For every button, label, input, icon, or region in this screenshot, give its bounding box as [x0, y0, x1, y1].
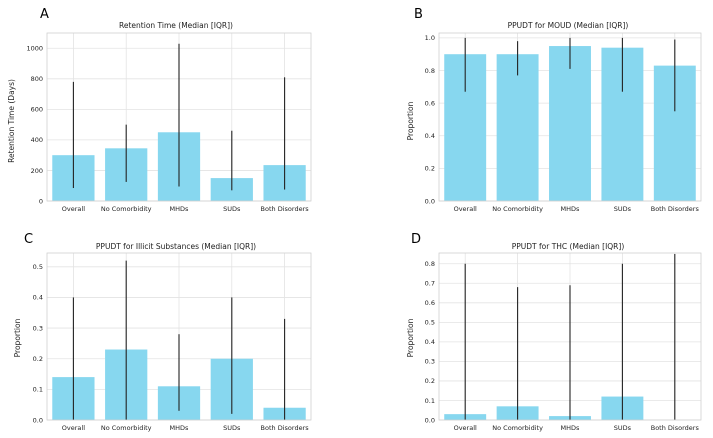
y-tick-label: 0.3: [33, 324, 43, 332]
panel-letter: B: [414, 7, 423, 22]
y-tick-label: 0.2: [425, 165, 435, 173]
y-tick-label: 0.3: [425, 358, 435, 366]
plot-frame: [438, 32, 702, 202]
y-tick-label: 0.7: [425, 280, 435, 288]
x-tick-label: No Comorbidity: [492, 205, 543, 213]
y-tick-label: 0.4: [425, 132, 435, 140]
x-tick-label: SUDs: [614, 205, 632, 213]
panel-letter: A: [40, 7, 49, 22]
chart-title: Retention Time (Median [IQR]): [119, 21, 233, 30]
y-axis-label: Proportion: [406, 318, 415, 357]
x-tick-label: Both Disorders: [261, 205, 310, 213]
x-tick-label: MHDs: [170, 424, 190, 432]
y-tick-label: 400: [31, 136, 43, 144]
plot-frame: [438, 252, 702, 421]
plot-area: 0.0 0.1 0.2 0.3 0.4 0.5 0.6 0.7 0.8 Overall No Com…: [425, 252, 702, 432]
bar: [549, 46, 591, 202]
panel-d: D PPUDT for THC (Median [IQR]) Proportio…: [406, 232, 702, 432]
plot-area: 0 200 400 600 800 1000 Overall No Comorbidity MH…: [26, 32, 312, 213]
y-tick-label: 0.5: [425, 319, 435, 327]
chart-title: PPUDT for THC (Median [IQR]): [512, 242, 625, 251]
panel-a: A Retention Time (Median [IQR]) Retentio…: [7, 7, 312, 213]
x-tick-label: MHDs: [561, 205, 581, 213]
y-tick-label: 0.1: [425, 397, 435, 405]
x-tick-label: Both Disorders: [261, 424, 310, 432]
x-tick-label: Both Disorders: [651, 424, 700, 432]
y-axis-label: Retention Time (Days): [7, 79, 16, 163]
plot-area: 0.0 0.2 0.4 0.6 0.8 1.0 Overall No Comorbidity M…: [425, 32, 702, 213]
y-tick-label: 0.2: [425, 377, 435, 385]
plot-area: 0.0 0.1 0.2 0.3 0.4 0.5 Overall No Comorbidity M…: [33, 252, 312, 432]
y-tick-label: 800: [31, 75, 43, 83]
chart-title: PPUDT for Illicit Substances (Median [IQ…: [96, 242, 256, 251]
y-tick-label: 0.8: [425, 260, 435, 268]
y-tick-label: 600: [31, 106, 43, 114]
y-tick-label: 0.4: [33, 294, 43, 302]
x-tick-label: Overall: [454, 205, 477, 213]
x-tick-label: No Comorbidity: [101, 205, 152, 213]
bar: [496, 54, 539, 201]
panel-b: B PPUDT for MOUD (Median [IQR]) Proporti…: [406, 7, 702, 213]
x-tick-label: No Comorbidity: [492, 424, 543, 432]
y-tick-label: 0: [39, 197, 43, 205]
x-tick-label: Overall: [62, 205, 85, 213]
y-tick-label: 0.6: [425, 99, 435, 107]
y-tick-label: 0.0: [425, 416, 435, 424]
x-tick-label: Both Disorders: [651, 205, 700, 213]
x-tick-label: SUDs: [223, 424, 241, 432]
y-tick-label: 0.8: [425, 67, 435, 75]
plot-frame: [46, 32, 312, 202]
y-tick-label: 1000: [26, 45, 43, 53]
y-tick-label: 0.2: [33, 355, 43, 363]
y-tick-label: 1.0: [425, 34, 435, 42]
x-tick-label: SUDs: [223, 205, 241, 213]
plot-frame: [46, 252, 312, 421]
x-tick-label: No Comorbidity: [101, 424, 152, 432]
chart-title: PPUDT for MOUD (Median [IQR]): [508, 21, 629, 30]
x-tick-label: Overall: [454, 424, 477, 432]
panel-c: C PPUDT for Illicit Substances (Median […: [13, 232, 312, 432]
x-tick-label: SUDs: [614, 424, 632, 432]
panel-letter: D: [411, 232, 421, 247]
panel-letter: C: [24, 232, 33, 247]
y-tick-label: 0.0: [425, 197, 435, 205]
x-tick-label: Overall: [62, 424, 85, 432]
y-tick-label: 0.1: [33, 386, 43, 394]
x-tick-label: MHDs: [561, 424, 581, 432]
y-tick-label: 0.5: [33, 263, 43, 271]
y-tick-label: 0.4: [425, 338, 435, 346]
y-axis-label: Proportion: [406, 101, 415, 140]
y-tick-label: 0.6: [425, 299, 435, 307]
y-tick-label: 200: [31, 167, 43, 175]
y-axis-label: Proportion: [13, 318, 22, 357]
y-tick-label: 0.0: [33, 416, 43, 424]
x-tick-label: MHDs: [170, 205, 190, 213]
